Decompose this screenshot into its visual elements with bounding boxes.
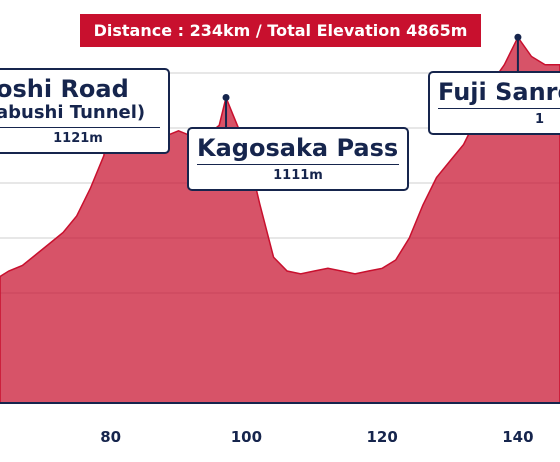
- callout-name: oshi Road: [0, 75, 129, 103]
- peak-marker: [514, 33, 522, 41]
- callout-divider: [197, 164, 399, 165]
- callout-elevation: 1: [534, 112, 544, 127]
- callout-name: Fuji Sanro: [438, 78, 560, 106]
- callout-divider: [438, 108, 560, 109]
- callout-divider: [0, 127, 160, 128]
- x-tick-label: 140: [502, 428, 533, 446]
- x-tick-label: 120: [367, 428, 398, 446]
- peak-marker: [222, 93, 230, 101]
- x-axis-ticks: 80 100 120 140: [100, 428, 533, 446]
- x-tick-label: 80: [100, 428, 121, 446]
- callout-name: Kagosaka Pass: [197, 134, 399, 162]
- callout-elevation: 1121m: [53, 131, 103, 146]
- callout-oshi-road: oshi Road abushi Tunnel) 1121m: [0, 68, 170, 154]
- callout-elevation: 1111m: [273, 168, 323, 183]
- callout-kagosaka-pass: Kagosaka Pass 1111m: [187, 127, 409, 191]
- callout-fuji-sanro: Fuji Sanro 1: [428, 71, 560, 135]
- x-tick-label: 100: [231, 428, 262, 446]
- distance-banner: Distance : 234km / Total Elevation 4865m: [80, 14, 481, 47]
- callout-subname: abushi Tunnel): [0, 102, 146, 123]
